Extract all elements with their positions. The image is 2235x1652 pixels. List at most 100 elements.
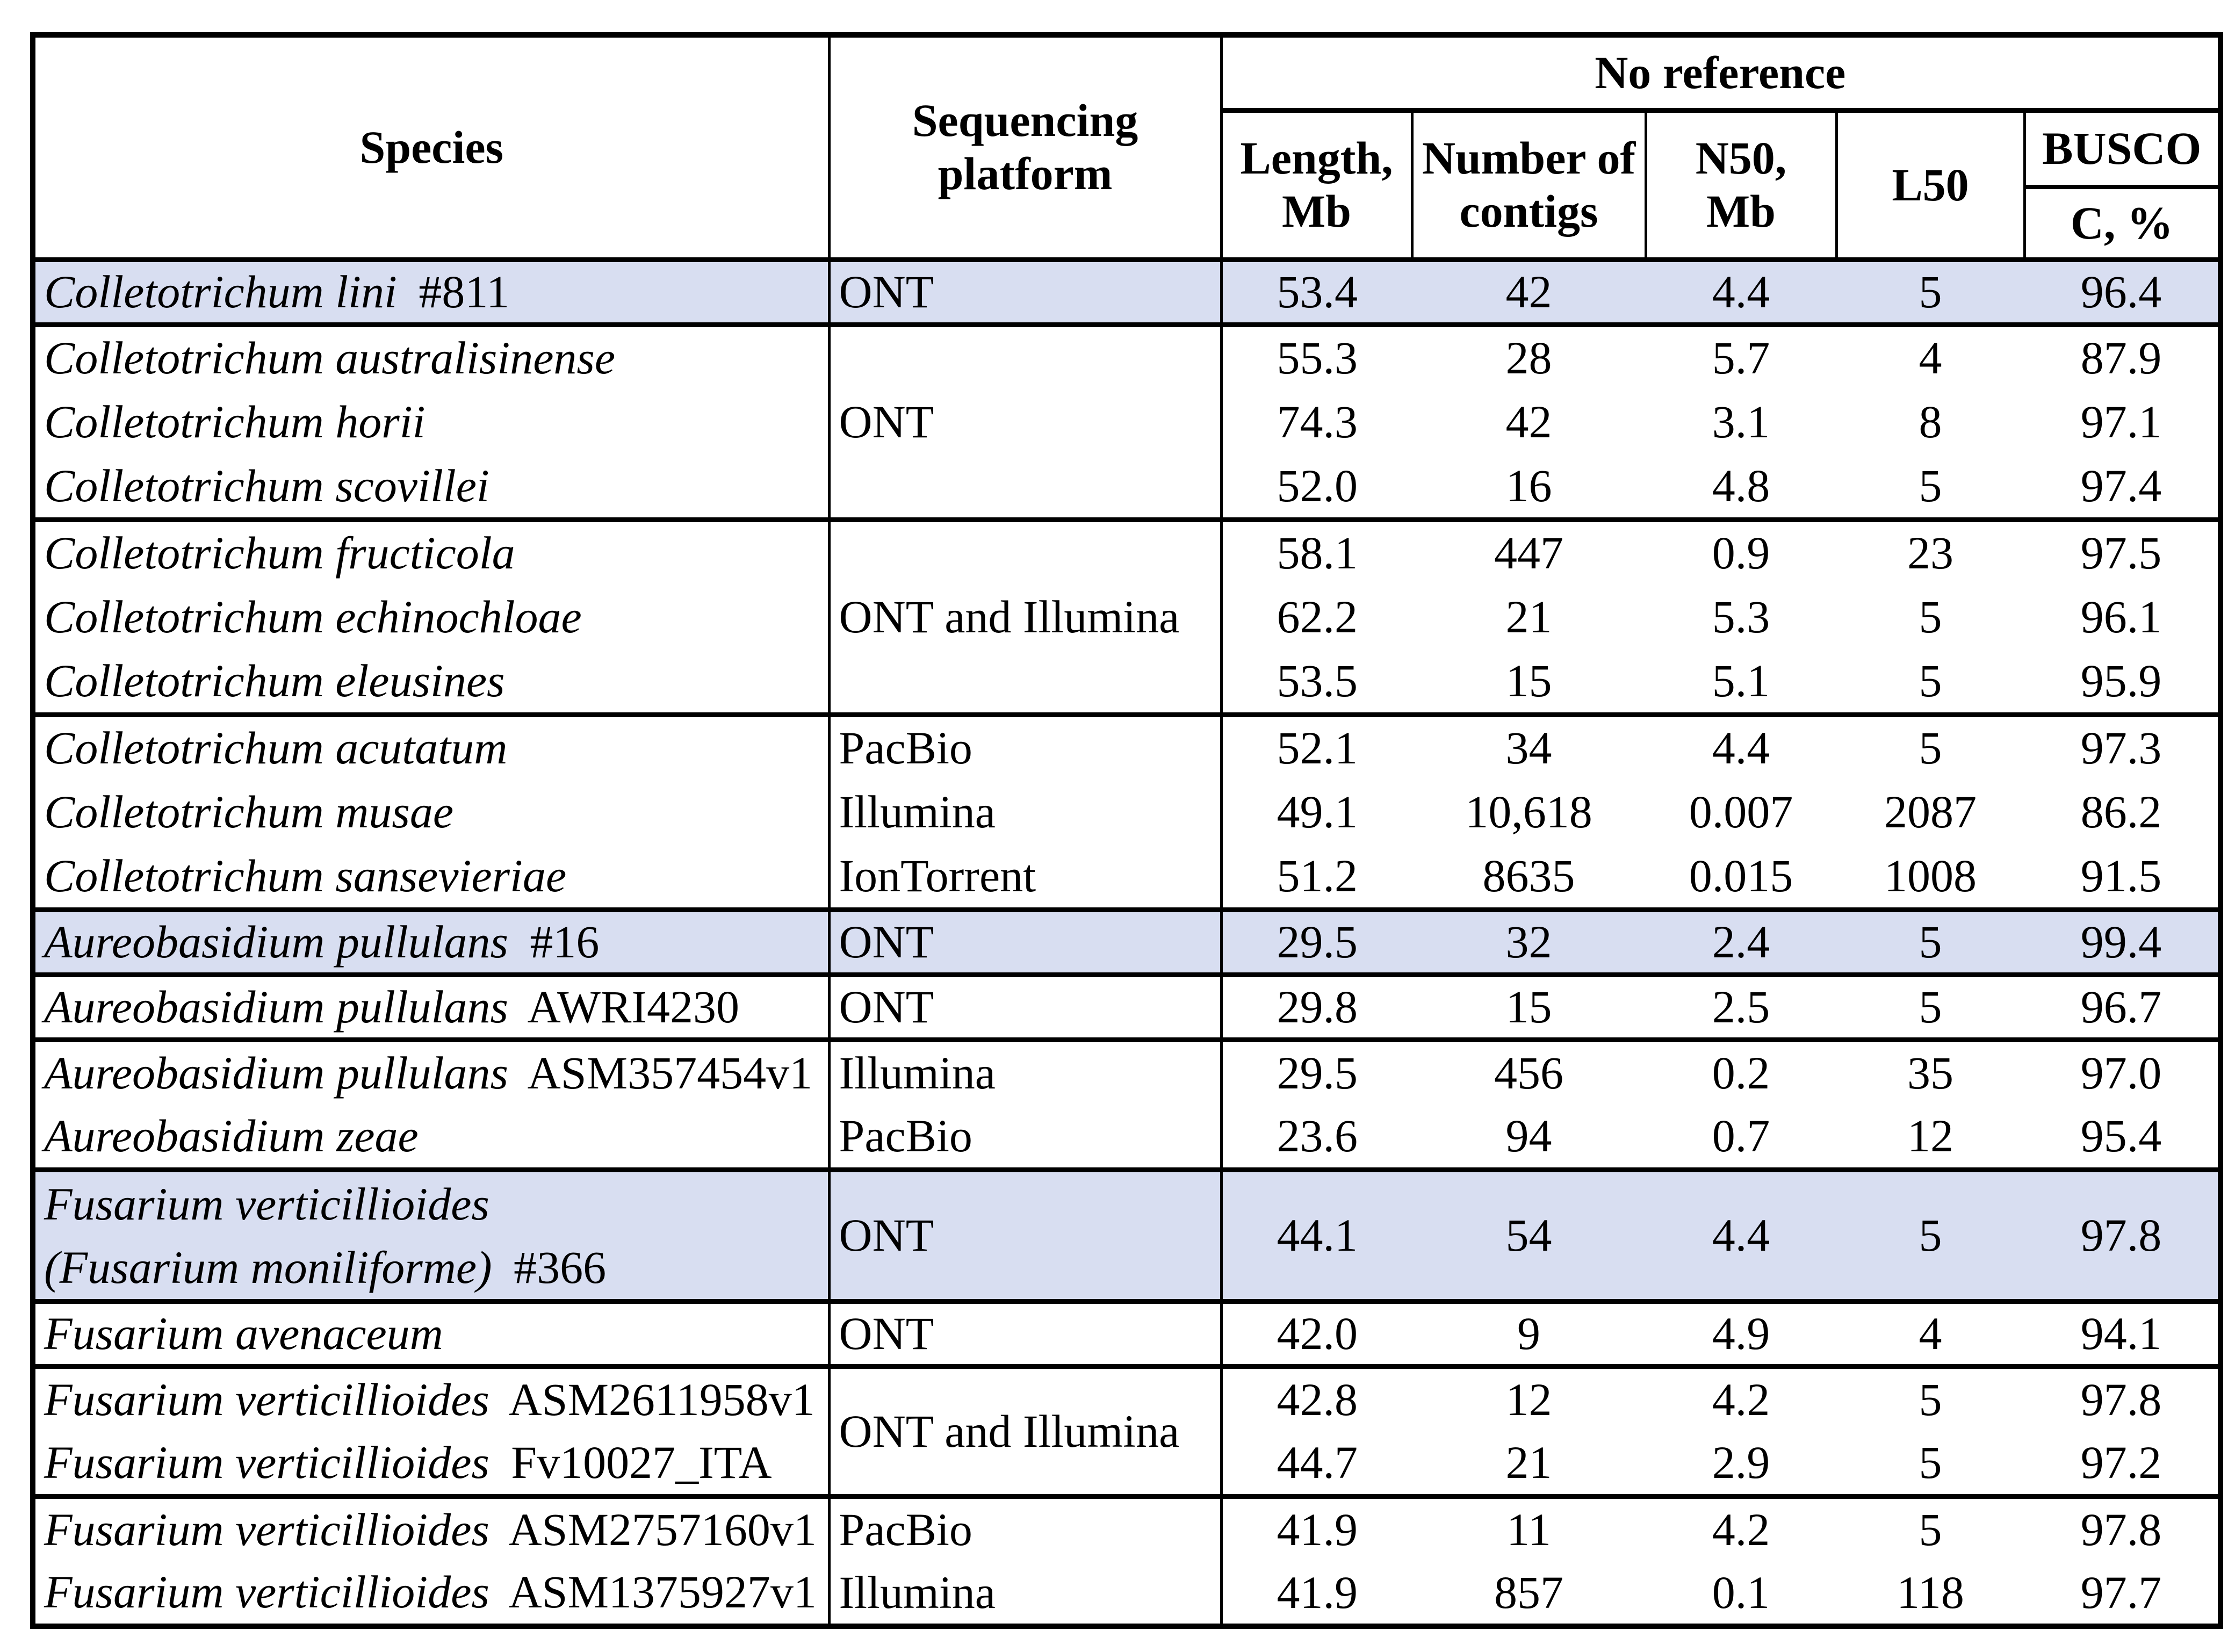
species-line: (Fusarium moniliforme) #366 xyxy=(44,1236,828,1299)
value-cell: 97.5 xyxy=(2024,517,2221,585)
value-cell: 95.4 xyxy=(2080,1109,2162,1162)
contigs-header-line1: Number of xyxy=(1422,132,1636,184)
platform-header-line1: Sequencing xyxy=(912,95,1138,147)
species-cell: Aureobasidium pullulans ASM357454v1 xyxy=(33,1037,831,1105)
value-cell: 52.0 xyxy=(1277,459,1358,511)
species-name: Fusarium avenaceum xyxy=(44,1307,443,1359)
value-cell: 5 xyxy=(1919,654,1942,706)
value-cell: 96.7 xyxy=(2024,972,2221,1040)
col-header-n50-mb: N50, Mb xyxy=(1646,110,1838,262)
species-line: Fusarium verticillioides xyxy=(44,1172,828,1236)
value-cell: 42.0 xyxy=(1221,1298,1412,1366)
value-cell: 34 xyxy=(1412,712,1646,780)
table-header: Species Sequencing platform No reference… xyxy=(33,35,2221,262)
table-row: Aureobasidium pullulans ASM357454v1 Illum… xyxy=(33,1037,2221,1105)
value-cell: 96.1 xyxy=(2080,591,2162,643)
species-cell: Fusarium verticillioides Fv10027_ITA xyxy=(33,1431,831,1496)
value-cell: 5 xyxy=(1836,1364,2024,1431)
value-cell: 5.7 xyxy=(1646,322,1836,389)
species-line: Colletotrichum horii xyxy=(44,394,828,450)
species-name: Aureobasidium pullulans xyxy=(44,915,508,968)
species-cell: Fusarium verticillioides (Fusarium monili… xyxy=(33,1167,831,1301)
value-cell: 95.9 xyxy=(2080,654,2162,706)
species-line: Colletotrichum sansevieriae xyxy=(44,848,828,904)
species-name: Colletotrichum acutatum xyxy=(44,722,508,774)
species-cell: Colletotrichum echinochloae xyxy=(33,585,831,650)
value-cell: 35 xyxy=(1836,1037,2024,1105)
value-cell: 21 xyxy=(1505,1436,1552,1488)
value-cell: 5 xyxy=(1919,591,1942,643)
value-cell: 15 xyxy=(1505,654,1552,706)
col-header-l50: L50 xyxy=(1836,110,2026,262)
n50-header-line1: N50, xyxy=(1695,132,1787,184)
value-cell: 15 xyxy=(1412,972,1646,1040)
species-name: Fusarium verticillioides xyxy=(44,1436,489,1488)
species-cell: Colletotrichum eleusines xyxy=(33,650,831,715)
platform-cell: ONT xyxy=(829,1298,1223,1366)
species-line: Fusarium verticillioides ASM2611958v1 xyxy=(44,1372,828,1427)
strain-id: AWRI4230 xyxy=(518,980,740,1033)
table-row: Fusarium verticillioides ASM2611958v1 ONT… xyxy=(33,1364,2221,1496)
table-row: Colletotrichum acutatum PacBio 52.1 34 4.4 5 9… xyxy=(33,712,2221,780)
value-cell: 5 xyxy=(1836,1167,2024,1301)
value-cell: 4 xyxy=(1836,322,2024,389)
table-row: Colletotrichum australisinense ONT 55.3 28 5… xyxy=(33,322,2221,520)
value-cell: 54 xyxy=(1412,1167,1646,1301)
platform-cell: Illumina xyxy=(829,1037,1223,1105)
species-line: Colletotrichum echinochloae xyxy=(44,589,828,645)
species-line: Aureobasidium pullulans ASM357454v1 xyxy=(44,1045,828,1101)
header-row-top: Species Sequencing platform No reference xyxy=(33,35,2221,259)
platform-cell: ONT xyxy=(829,907,1223,975)
value-cell: 3.1 xyxy=(1712,396,1770,448)
header-row-busco-sub: C, % xyxy=(33,187,2221,262)
header-row-sub: Length, Mb Number of contigs N50, Mb L50… xyxy=(33,110,2221,262)
value-cell: 8635 xyxy=(1482,849,1575,901)
value-cell: 21 xyxy=(1505,591,1552,643)
platform-cell: ONT xyxy=(829,257,1223,324)
species-name: Aureobasidium zeae xyxy=(44,1109,419,1162)
value-cell: 41.9 xyxy=(1277,1566,1358,1618)
species-name: Colletotrichum fructicola xyxy=(44,527,515,579)
value-cell: 118 xyxy=(1897,1566,1964,1618)
species-name: Colletotrichum lini xyxy=(44,265,397,318)
value-cell: 4.4 xyxy=(1646,1167,1836,1301)
species-line: Fusarium verticillioides ASM2757160v1 xyxy=(44,1502,828,1557)
value-cell: 2.9 xyxy=(1712,1436,1770,1488)
platform-cell: ONT and Illumina xyxy=(829,1364,1223,1496)
species-cell: Colletotrichum lini #811 xyxy=(33,257,831,324)
species-cell: Aureobasidium zeae xyxy=(33,1105,831,1170)
n50-header-line2: Mb xyxy=(1706,185,1776,237)
platform-cell: Illumina xyxy=(829,780,1223,845)
species-line: Fusarium verticillioides Fv10027_ITA xyxy=(44,1435,828,1490)
species-name: Colletotrichum musae xyxy=(44,785,453,838)
col-header-species: Species xyxy=(33,35,831,259)
table-row: Colletotrichum sansevieriae IonTorrent 51.… xyxy=(33,845,2220,910)
species-cell: Colletotrichum acutatum xyxy=(33,712,831,780)
species-name: Colletotrichum sansevieriae xyxy=(44,849,567,901)
value-cell: 5.1 xyxy=(1712,654,1770,706)
species-name: Colletotrichum echinochloae xyxy=(44,590,582,643)
value-cell: 5 xyxy=(1836,972,2024,1040)
value-cell: 97.2 xyxy=(2080,1436,2162,1488)
value-cell: 97.4 xyxy=(2080,459,2162,511)
value-cell: 97.7 xyxy=(2080,1566,2162,1618)
strain-id: ASM1375927v1 xyxy=(499,1566,817,1618)
species-name: Aureobasidium pullulans xyxy=(44,1047,508,1099)
value-cell: 91.5 xyxy=(2080,849,2162,901)
value-cell: 44.7 xyxy=(1277,1436,1358,1488)
value-cell: 0.1 xyxy=(1712,1566,1770,1618)
species-line: Aureobasidium pullulans AWRI4230 xyxy=(44,979,828,1035)
table-row: Fusarium verticillioides (Fusarium monili… xyxy=(33,1167,2221,1301)
value-cell: 23.6 xyxy=(1277,1109,1358,1162)
value-cell: 8 xyxy=(1919,396,1942,448)
value-cell: 10,618 xyxy=(1465,786,1592,838)
value-cell: 97.3 xyxy=(2024,712,2221,780)
value-cell: 4.2 xyxy=(1646,1494,1836,1561)
value-cell: 5 xyxy=(1836,257,2024,324)
value-cell: 94.1 xyxy=(2024,1298,2221,1366)
value-cell: 5 xyxy=(1836,712,2024,780)
table-row: Colletotrichum eleusines 53.5 15 5.1 5 95.9 xyxy=(33,650,2220,715)
value-cell: 97.8 xyxy=(2024,1364,2221,1431)
species-name: Colletotrichum scovillei xyxy=(44,459,489,511)
value-cell: 97.0 xyxy=(2024,1037,2221,1105)
